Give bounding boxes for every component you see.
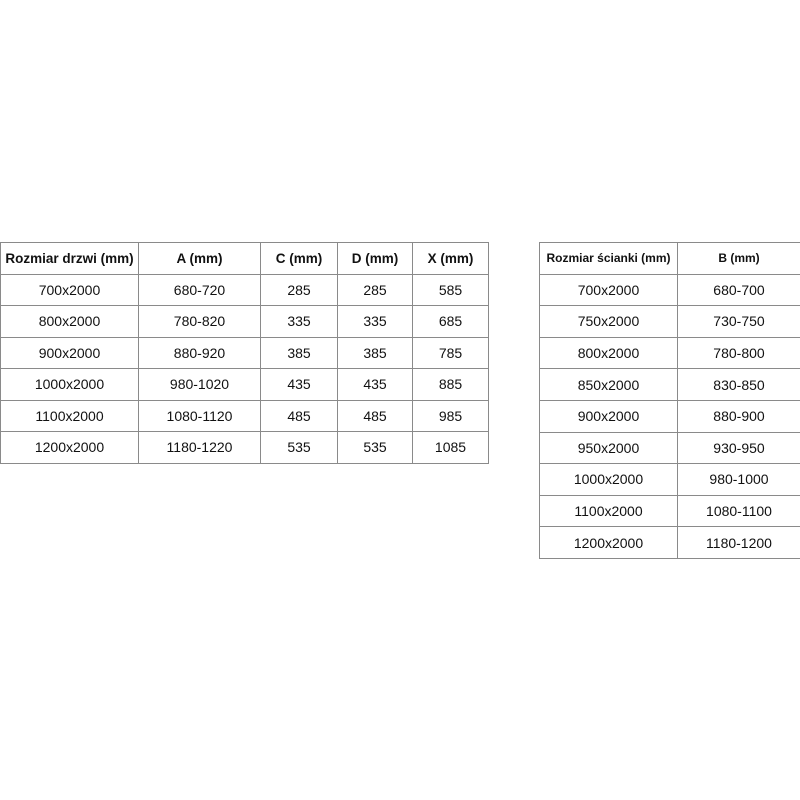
table-cell: 780-820 (138, 305, 261, 338)
table-cell: 1180-1220 (138, 431, 261, 464)
table-row: 1000x2000 980-1000 (539, 463, 800, 496)
table-row: 850x2000 830-850 (539, 368, 800, 401)
table-cell: 1200x2000 (0, 431, 139, 464)
table-cell: 335 (260, 305, 338, 338)
table-header-row: Rozmiar drzwi (mm) A (mm) C (mm) D (mm) X (m… (0, 242, 489, 275)
table-cell: 750x2000 (539, 305, 678, 338)
table-cell: 1000x2000 (539, 463, 678, 496)
table-cell: 285 (337, 273, 413, 306)
table-cell: 1080-1120 (138, 399, 261, 432)
table-cell: 1180-1200 (677, 526, 800, 559)
table-cell: 880-900 (677, 399, 800, 433)
table-cell: 335 (337, 305, 413, 338)
column-header: C (mm) (260, 242, 338, 275)
table-cell: 830-850 (677, 368, 800, 401)
table-row: 800x2000 780-800 (539, 336, 800, 370)
table-cell: 880-920 (138, 336, 261, 369)
column-header: Rozmiar ścianki (mm) (539, 242, 678, 275)
table-cell: 385 (337, 336, 413, 369)
table-row: 950x2000 930-950 (539, 431, 800, 465)
table-cell: 435 (260, 368, 338, 401)
table-cell: 435 (337, 368, 413, 401)
table-cell: 685 (412, 305, 489, 338)
table-row: 900x2000 880-920 385 385 785 (0, 336, 489, 369)
table-cell: 985 (412, 399, 489, 432)
table-cell: 535 (260, 431, 338, 464)
table-row: 700x2000 680-720 285 285 585 (0, 273, 489, 306)
table-cell: 285 (260, 273, 338, 306)
table-cell: 485 (260, 399, 338, 432)
column-header: D (mm) (337, 242, 413, 275)
table-cell: 980-1000 (677, 463, 800, 496)
table-cell: 1100x2000 (0, 399, 139, 432)
table-row: 1200x2000 1180-1220 535 535 1085 (0, 431, 489, 464)
table-cell: 680-700 (677, 273, 800, 307)
table-row: 1000x2000 980-1020 435 435 885 (0, 368, 489, 401)
table-row: 700x2000 680-700 (539, 273, 800, 307)
table-cell: 680-720 (138, 273, 261, 306)
table-cell: 585 (412, 273, 489, 306)
table-cell: 1200x2000 (539, 526, 678, 559)
table-cell: 900x2000 (0, 336, 139, 369)
table-row: 750x2000 730-750 (539, 305, 800, 338)
table-cell: 535 (337, 431, 413, 464)
column-header: B (mm) (677, 242, 800, 275)
table-cell: 1100x2000 (539, 494, 678, 528)
table-header-row: Rozmiar ścianki (mm) B (mm) (539, 242, 800, 275)
table-cell: 385 (260, 336, 338, 369)
table-row: 1100x2000 1080-1100 (539, 494, 800, 528)
table-cell: 950x2000 (539, 431, 678, 465)
table-cell: 785 (412, 336, 489, 369)
column-header: A (mm) (138, 242, 261, 275)
table-cell: 700x2000 (0, 273, 139, 306)
table-cell: 885 (412, 368, 489, 401)
table-cell: 1000x2000 (0, 368, 139, 401)
table-row: 1200x2000 1180-1200 (539, 526, 800, 559)
table-cell: 1085 (412, 431, 489, 464)
table-cell: 980-1020 (138, 368, 261, 401)
table-cell: 1080-1100 (677, 494, 800, 528)
table-cell: 900x2000 (539, 399, 678, 433)
table-cell: 800x2000 (539, 336, 678, 370)
column-header: X (mm) (412, 242, 489, 275)
door-size-table: Rozmiar drzwi (mm) A (mm) C (mm) D (mm) X (m… (0, 242, 489, 464)
table-cell: 930-950 (677, 431, 800, 465)
table-cell: 800x2000 (0, 305, 139, 338)
table-row: 1100x2000 1080-1120 485 485 985 (0, 399, 489, 432)
table-row: 900x2000 880-900 (539, 399, 800, 433)
table-cell: 485 (337, 399, 413, 432)
table-cell: 780-800 (677, 336, 800, 370)
table-cell: 730-750 (677, 305, 800, 338)
wall-size-table: Rozmiar ścianki (mm) B (mm) 700x2000 680-7… (539, 242, 800, 559)
column-header: Rozmiar drzwi (mm) (0, 242, 139, 275)
table-cell: 850x2000 (539, 368, 678, 401)
table-cell: 700x2000 (539, 273, 678, 307)
table-row: 800x2000 780-820 335 335 685 (0, 305, 489, 338)
